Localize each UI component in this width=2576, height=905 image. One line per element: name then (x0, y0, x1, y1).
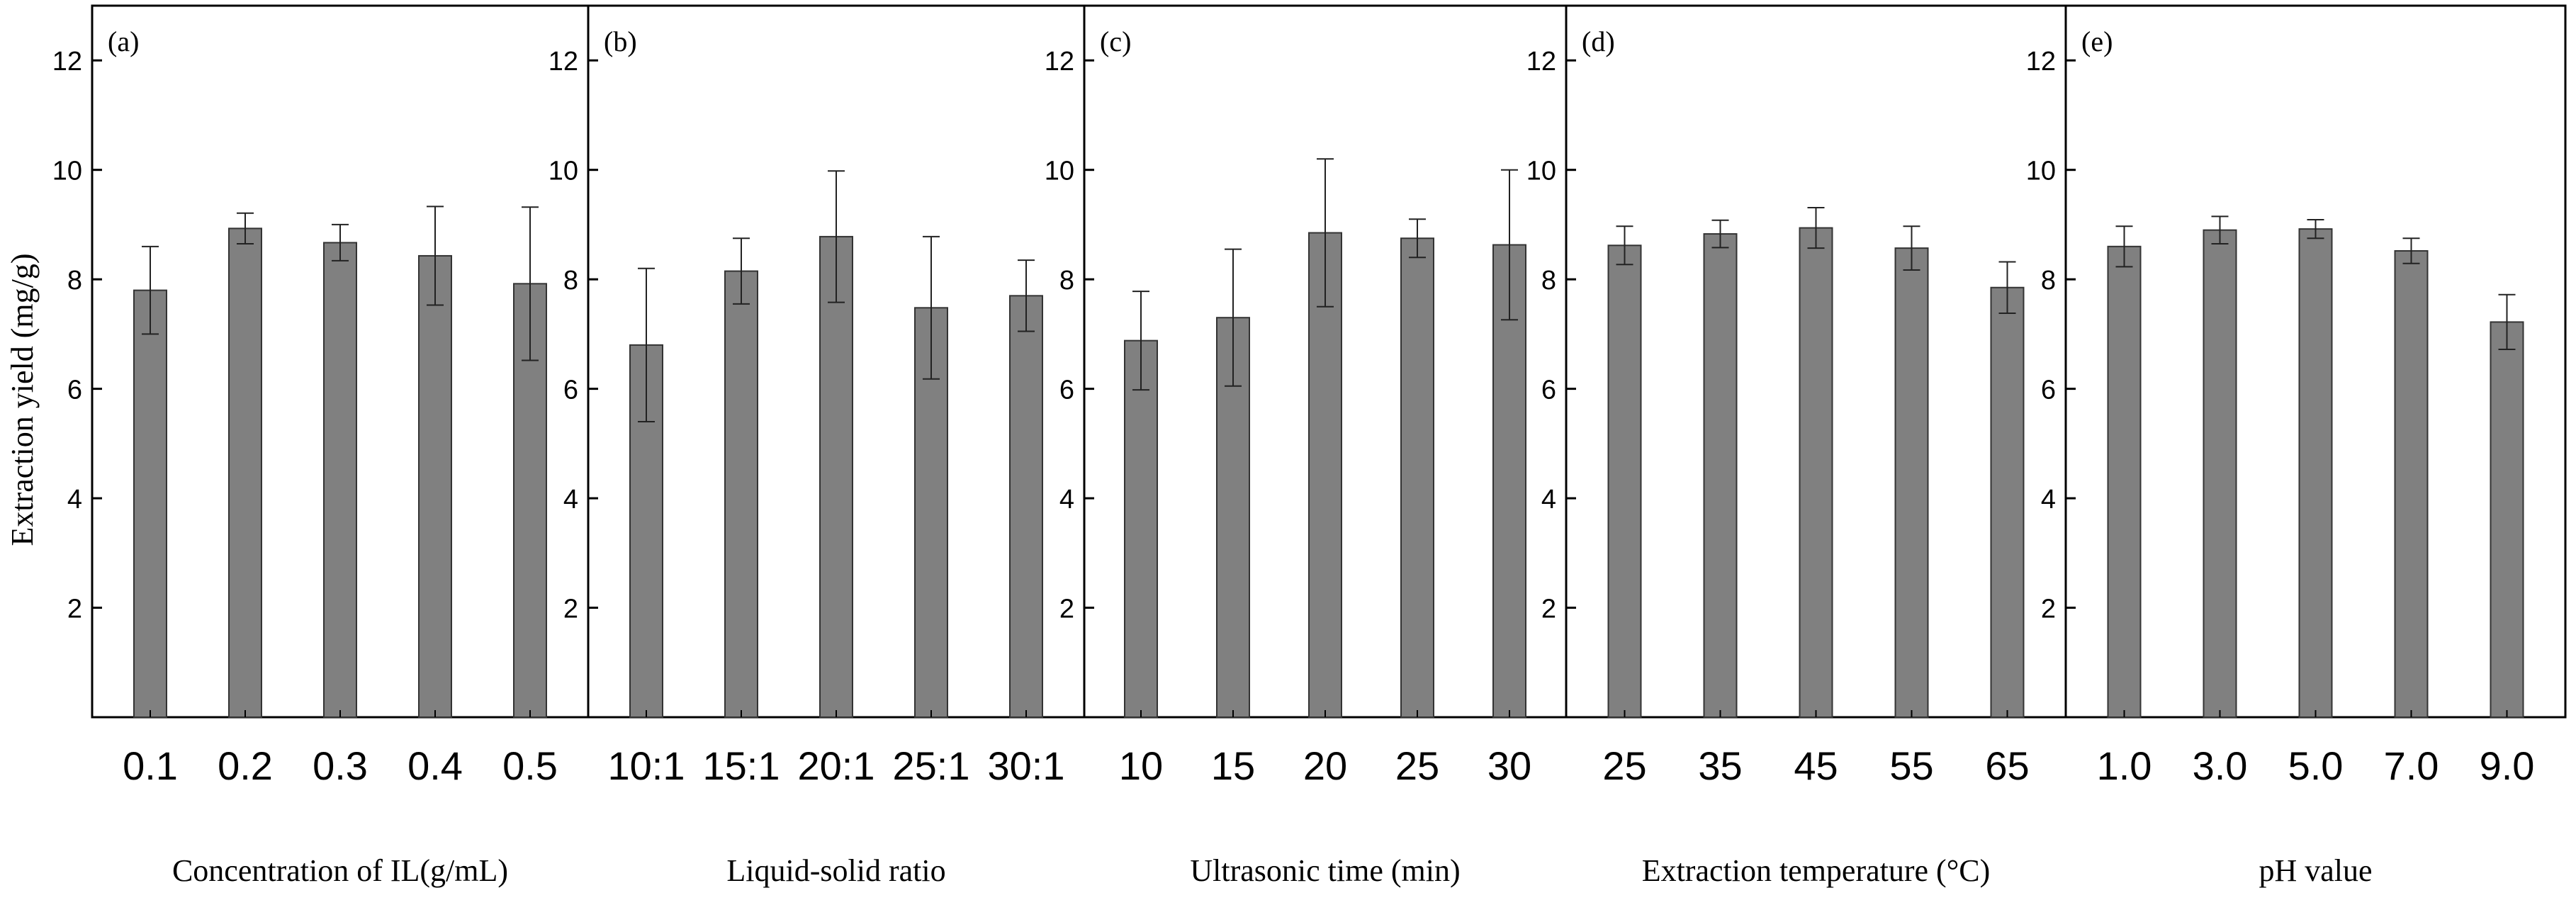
panel-e-category-2: 3.0 (2193, 743, 2248, 788)
panel-c-ytick-label-2: 2 (1059, 595, 1074, 624)
panel-e-category-5: 9.0 (2480, 743, 2535, 788)
panel-a-category-2: 0.2 (218, 743, 273, 788)
panel-a-ytick-label-2: 2 (67, 595, 82, 624)
panel-b-category-2: 15:1 (703, 743, 780, 788)
panel-e-ytick-label-12: 12 (2026, 47, 2056, 77)
panel-c-label: (c) (1100, 26, 1131, 57)
panel-d-category-2: 35 (1698, 743, 1742, 788)
panel-e-ytick-label-10: 10 (2026, 157, 2056, 186)
panel-d-ytick-label-10: 10 (1526, 157, 1556, 186)
panel-c-xlabel: Ultrasonic time (min) (1190, 853, 1460, 888)
panel-c-bar-5 (1492, 244, 1526, 718)
panel-c-category-5: 30 (1487, 743, 1531, 788)
panel-d-ytick-label-6: 6 (1541, 376, 1556, 405)
panel-d-ytick-label-12: 12 (1526, 47, 1556, 77)
panel-b-category-4: 25:1 (893, 743, 970, 788)
panel-c-ytick-label-8: 8 (1059, 266, 1074, 296)
panel-a-bar-1 (133, 289, 167, 719)
panel-b-category-3: 20:1 (798, 743, 875, 788)
panel-e-category-3: 5.0 (2288, 743, 2344, 788)
panel-e-bar-4 (2394, 249, 2429, 718)
panel-c-ytick-label-4: 4 (1059, 485, 1074, 515)
panel-b-ytick-label-4: 4 (563, 485, 578, 515)
panel-c-bar-3 (1308, 232, 1342, 718)
panel-d-category-1: 25 (1602, 743, 1646, 788)
panel-e-ytick-label-8: 8 (2041, 266, 2056, 296)
panel-d-bar-2 (1703, 233, 1738, 718)
panel-c-bar-1 (1124, 339, 1158, 719)
panel-a-xlabel: Concentration of IL(g/mL) (172, 853, 508, 888)
panel-e-label: (e) (2081, 26, 2113, 57)
panel-c-ytick-label-10: 10 (1045, 157, 1074, 186)
panel-b-bar-5 (1009, 295, 1043, 719)
panel-e-bar-2 (2203, 229, 2237, 718)
panel-b-ytick-label-8: 8 (563, 266, 578, 296)
panel-a-ytick-label-6: 6 (67, 376, 82, 405)
panel-a-bar-3 (323, 242, 357, 718)
panel-d-label: (d) (1582, 26, 1615, 57)
panel-b-ytick-label-2: 2 (563, 595, 578, 624)
panel-b-bar-3 (819, 235, 853, 719)
panel-d-bar-3 (1799, 227, 1833, 718)
panel-a-bar-4 (418, 254, 452, 718)
panel-d-category-5: 65 (1985, 743, 2029, 788)
panel-e-ytick-label-4: 4 (2041, 485, 2056, 515)
panel-a-category-1: 0.1 (123, 743, 178, 788)
panel-c-ytick-label-6: 6 (1059, 376, 1074, 405)
panel-a-label: (a) (108, 26, 139, 57)
panel-a-ytick-label-10: 10 (52, 157, 82, 186)
panel-a-category-3: 0.3 (313, 743, 368, 788)
panel-e-bar-5 (2490, 321, 2524, 718)
panel-a-category-4: 0.4 (407, 743, 463, 788)
panel-c-category-3: 20 (1303, 743, 1347, 788)
panel-c-category-2: 15 (1211, 743, 1255, 788)
panel-c-bar-4 (1400, 237, 1434, 718)
panel-e-ytick-label-6: 6 (2041, 376, 2056, 405)
panel-a-ytick-label-4: 4 (67, 485, 82, 515)
panel-b-bar-2 (724, 270, 758, 719)
panel-c-category-1: 10 (1119, 743, 1163, 788)
panel-d-bar-4 (1894, 247, 1929, 718)
y-axis-label: Extraction yield (mg/g) (5, 254, 40, 546)
panel-d-category-3: 45 (1794, 743, 1838, 788)
panel-b-category-1: 10:1 (608, 743, 685, 788)
panel-a-ytick-label-12: 12 (52, 47, 82, 77)
panel-d-ytick-label-8: 8 (1541, 266, 1556, 296)
panel-b-category-5: 30:1 (988, 743, 1065, 788)
panel-a-category-5: 0.5 (502, 743, 558, 788)
panel-b-label: (b) (604, 26, 637, 57)
panel-b-ytick-label-12: 12 (549, 47, 578, 77)
panel-e-category-1: 1.0 (2097, 743, 2152, 788)
panel-e-category-4: 7.0 (2384, 743, 2439, 788)
panel-d-bar-1 (1607, 244, 1642, 719)
panel-a-bar-2 (228, 227, 262, 718)
panel-e-bar-3 (2298, 228, 2333, 718)
panel-d-bar-5 (1990, 286, 2025, 718)
panel-d-ytick-label-4: 4 (1541, 485, 1556, 515)
panel-d-ytick-label-2: 2 (1541, 595, 1556, 624)
panel-a-ytick-label-8: 8 (67, 266, 82, 296)
panel-e-xlabel: pH value (2259, 853, 2372, 888)
panel-c-ytick-label-12: 12 (1045, 47, 1074, 77)
panel-b-ytick-label-6: 6 (563, 376, 578, 405)
panel-d-xlabel: Extraction temperature (°C) (1642, 853, 1991, 888)
panel-c-category-4: 25 (1395, 743, 1439, 788)
panel-e-bar-1 (2107, 245, 2142, 719)
panel-d-category-4: 55 (1889, 743, 1933, 788)
panel-e-ytick-label-2: 2 (2041, 595, 2056, 624)
panel-b-ytick-label-10: 10 (549, 157, 578, 186)
panel-b-xlabel: Liquid-solid ratio (726, 853, 945, 888)
